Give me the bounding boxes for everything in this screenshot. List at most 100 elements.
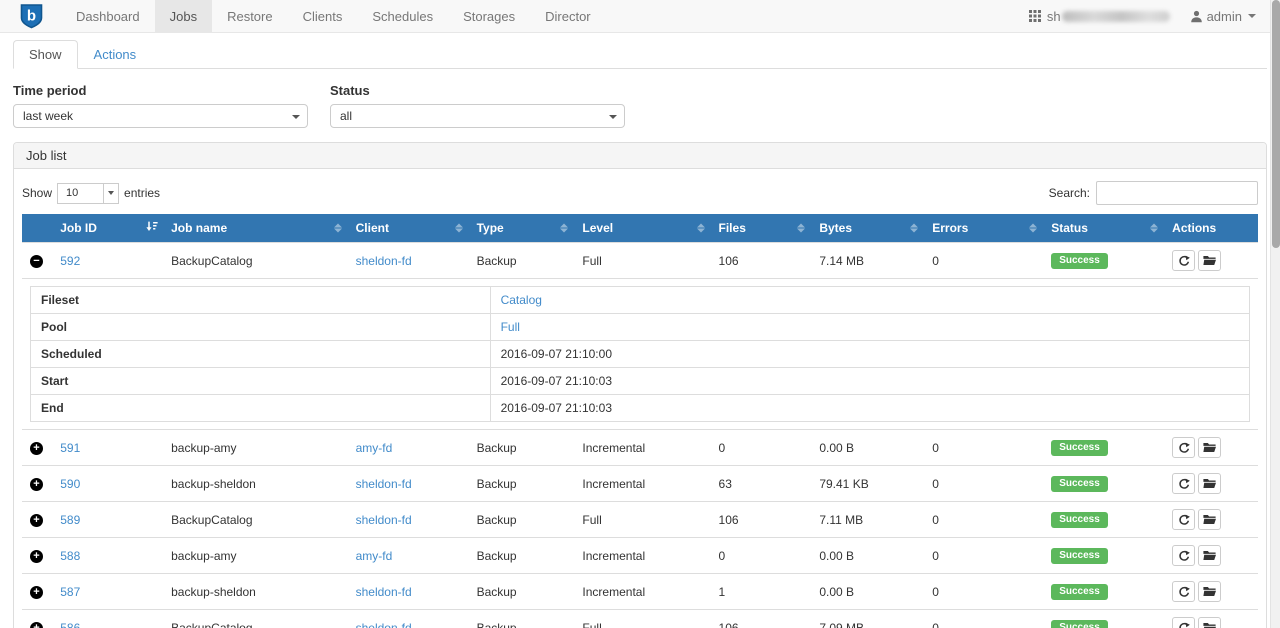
nav-item-storages[interactable]: Storages (463, 8, 516, 24)
collapse-row-button[interactable]: − (30, 255, 43, 268)
job-id-link[interactable]: 588 (60, 548, 81, 563)
job-row-587: +587 backup-sheldon sheldon-fd Backup Increm… (22, 573, 1258, 610)
nav-item-restore[interactable]: Restore (227, 8, 273, 24)
status-select[interactable]: all (330, 104, 625, 128)
job-list-panel: Job list Show 10 entries Search: (13, 142, 1267, 628)
col-header-files[interactable]: Files (710, 214, 812, 243)
sort-desc-icon (146, 221, 158, 236)
nav-item-director[interactable]: Director (545, 8, 591, 24)
client-link[interactable]: sheldon-fd (355, 584, 412, 599)
fileset-link[interactable]: Catalog (500, 293, 542, 307)
bareos-logo[interactable]: b (0, 0, 61, 32)
job-row-586: +586 BackupCatalog sheldon-fd Backup Full 106… (22, 609, 1258, 628)
job-id-link[interactable]: 590 (60, 476, 81, 491)
col-header-type[interactable]: Type (468, 214, 575, 243)
status-badge: Success (1051, 476, 1108, 492)
page-tabs: Show Actions (13, 40, 1267, 69)
search-input[interactable] (1096, 181, 1258, 205)
col-header-job-id[interactable]: Job ID (52, 214, 164, 243)
sort-icon (333, 223, 342, 233)
job-id-link[interactable]: 591 (60, 440, 81, 455)
job-log-button[interactable] (1198, 437, 1222, 458)
job-log-button[interactable] (1198, 581, 1222, 602)
col-header-status[interactable]: Status (1043, 214, 1165, 243)
pool-link[interactable]: Full (500, 320, 520, 334)
client-link[interactable]: sheldon-fd (355, 512, 412, 527)
scrollbar-thumb[interactable] (1272, 0, 1280, 248)
nav-item-schedules[interactable]: Schedules (372, 8, 434, 24)
status-badge: Success (1051, 512, 1108, 528)
nav-item-clients[interactable]: Clients (302, 8, 343, 24)
job-log-button[interactable] (1198, 473, 1222, 494)
time-period-select[interactable]: last week (13, 104, 308, 128)
job-log-button[interactable] (1198, 617, 1222, 628)
expand-row-button[interactable]: + (30, 586, 43, 599)
rerun-job-button[interactable] (1172, 509, 1196, 530)
col-header-bytes[interactable]: Bytes (811, 214, 925, 243)
job-log-button[interactable] (1198, 545, 1222, 566)
client-link[interactable]: sheldon-fd (355, 476, 412, 491)
expand-row-button[interactable]: + (30, 478, 43, 491)
rerun-job-button[interactable] (1172, 545, 1196, 566)
rerun-job-button[interactable] (1172, 250, 1196, 271)
detail-value: Full (489, 313, 1251, 341)
col-header-level[interactable]: Level (574, 214, 711, 243)
sort-icon (797, 223, 806, 233)
main-menu: Dashboard Jobs Restore Clients Schedules Stor… (61, 0, 606, 32)
grid-icon[interactable] (1028, 10, 1041, 22)
rerun-job-button[interactable] (1172, 581, 1196, 602)
col-header-job-name[interactable]: Job name (163, 214, 348, 243)
job-log-button[interactable] (1198, 250, 1222, 271)
tab-show[interactable]: Show (13, 40, 78, 69)
search-control: Search: (1049, 181, 1258, 205)
type-cell: Backup (468, 609, 575, 628)
job-id-link[interactable]: 592 (60, 253, 81, 268)
job-row-590: +590 backup-sheldon sheldon-fd Backup Increm… (22, 465, 1258, 502)
rerun-job-button[interactable] (1172, 617, 1196, 628)
rerun-job-button[interactable] (1172, 473, 1196, 494)
client-link[interactable]: amy-fd (355, 440, 393, 455)
detail-label: Start (30, 367, 491, 395)
rerun-job-button[interactable] (1172, 437, 1196, 458)
username-label: admin (1206, 8, 1242, 24)
bytes-cell: 79.41 KB (811, 465, 925, 502)
job-id-link[interactable]: 589 (60, 512, 81, 527)
page-scrollbar[interactable] (1270, 0, 1280, 628)
col-header-label: Files (718, 221, 746, 235)
filters: Time period last week Status all (13, 83, 1267, 128)
tab-actions[interactable]: Actions (93, 47, 137, 62)
client-link[interactable]: sheldon-fd (355, 620, 412, 628)
col-header-errors[interactable]: Errors (924, 214, 1044, 243)
col-header-client[interactable]: Client (347, 214, 469, 243)
expand-row-button[interactable]: + (30, 622, 43, 628)
level-cell: Full (574, 242, 711, 279)
director-hostname[interactable]: sh (1047, 9, 1170, 24)
expand-row-button[interactable]: + (30, 442, 43, 455)
level-cell: Full (574, 609, 711, 628)
caret-down-icon (292, 115, 300, 119)
nav-item-dashboard[interactable]: Dashboard (76, 8, 140, 24)
hostname-redacted-blur (1061, 10, 1170, 22)
detail-label: Scheduled (30, 340, 491, 368)
entries-select[interactable]: 10 (57, 182, 120, 204)
expand-row-button[interactable]: + (30, 514, 43, 527)
job-id-link[interactable]: 587 (60, 584, 81, 599)
user-menu[interactable]: admin (1190, 9, 1256, 24)
job-detail-table: Fileset Catalog Pool Full Scheduled 2016-09-0… (30, 286, 1251, 422)
nav-item-jobs[interactable]: Jobs (154, 0, 213, 32)
type-cell: Backup (468, 501, 575, 538)
page-length-control: Show 10 entries (22, 182, 160, 204)
type-cell: Backup (468, 242, 575, 279)
job-log-button[interactable] (1198, 509, 1222, 530)
table-header-row: Job ID Job name Client Type Level Files Bytes E… (22, 214, 1258, 243)
level-cell: Full (574, 501, 711, 538)
job-row-592: − 592 BackupCatalog sheldon-fd Backup Full 106… (22, 242, 1258, 279)
expand-row-button[interactable]: + (30, 550, 43, 563)
client-link[interactable]: sheldon-fd (355, 253, 412, 268)
job-id-link[interactable]: 586 (60, 620, 81, 628)
job-row-588: +588 backup-amy amy-fd Backup Incremental 0 0.… (22, 537, 1258, 574)
client-link[interactable]: amy-fd (355, 548, 393, 563)
job-detail-row: Fileset Catalog Pool Full Scheduled 2016-09-0… (22, 278, 1258, 430)
type-cell: Backup (468, 573, 575, 610)
level-cell: Incremental (574, 429, 711, 466)
